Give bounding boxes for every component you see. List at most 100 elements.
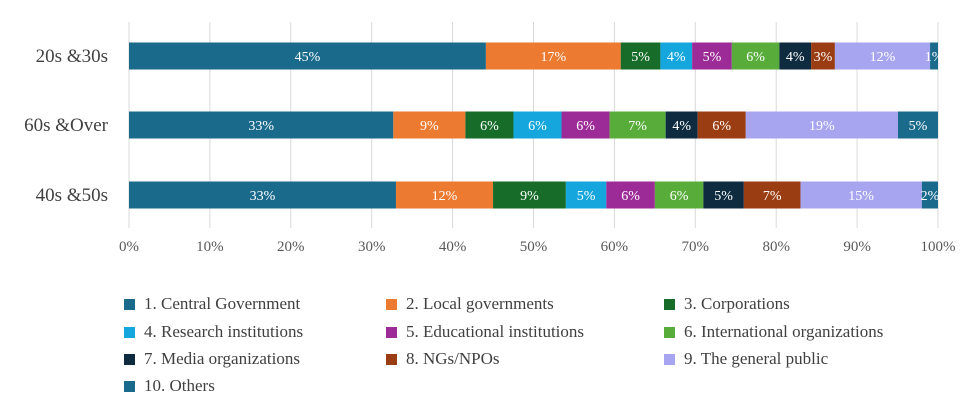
bar-segment — [485, 42, 621, 70]
data-label: 5% — [714, 189, 733, 204]
x-tick-label: 100% — [921, 239, 956, 255]
category-label: 60s &Over — [24, 115, 109, 136]
bar-segment — [897, 111, 938, 139]
bar-segment — [665, 111, 698, 139]
legend-swatch — [124, 298, 135, 310]
x-tick-label: 90% — [843, 239, 871, 255]
bar-segment — [697, 111, 746, 139]
data-label: 15% — [848, 189, 874, 204]
data-label: 4% — [786, 50, 805, 65]
legend-label: 6. International organizations — [684, 322, 884, 341]
category-label: 40s &50s — [36, 185, 108, 206]
bar-segment — [745, 111, 898, 139]
bar-segment — [692, 42, 732, 70]
bar-segment — [513, 111, 562, 139]
bar-segment — [129, 42, 486, 70]
data-label: 3% — [814, 50, 833, 65]
x-tick-label: 10% — [196, 239, 224, 255]
bar-segment — [129, 181, 396, 209]
x-tick-label: 80% — [762, 239, 790, 255]
legend-label: 5. Educational institutions — [406, 322, 585, 341]
legend-item: 5. Educational institutions — [386, 322, 584, 342]
data-label: 9% — [520, 189, 539, 204]
data-label: 5% — [631, 50, 650, 65]
data-label: 17% — [540, 50, 566, 65]
data-label: 45% — [295, 50, 321, 65]
bar-segment — [921, 181, 938, 209]
bar-segment — [743, 181, 801, 209]
bar-segment — [606, 181, 655, 209]
bar-segment — [393, 111, 466, 139]
x-tick-label: 70% — [682, 239, 710, 255]
bar-segment — [930, 42, 938, 70]
data-label: 5% — [909, 119, 928, 134]
data-label: 5% — [577, 189, 596, 204]
data-label: 4% — [672, 119, 691, 134]
legend-swatch — [124, 326, 135, 338]
legend-swatch — [664, 326, 675, 338]
data-label: 9% — [420, 119, 439, 134]
x-tick-label: 40% — [439, 239, 467, 255]
x-tick-label: 30% — [358, 239, 386, 255]
legend-item: 2. Local governments — [386, 294, 554, 314]
data-label: 33% — [250, 189, 276, 204]
legend-label: 8. NGs/NPOs — [406, 349, 500, 368]
category-label: 20s &30s — [36, 46, 108, 67]
legend-item: 10. Others — [124, 376, 215, 396]
legend-item: 1. Central Government — [124, 294, 300, 314]
data-label: 6% — [670, 189, 689, 204]
legend-item: 4. Research institutions — [124, 322, 303, 342]
bar-segment — [731, 42, 780, 70]
data-label: 7% — [628, 119, 647, 134]
bar-segment — [395, 181, 494, 209]
data-label: 6% — [712, 119, 731, 134]
data-label: 6% — [576, 119, 595, 134]
legend-item: 3. Corporations — [664, 294, 790, 314]
bar-segment — [779, 42, 812, 70]
legend-label: 3. Corporations — [684, 294, 790, 313]
data-label: 6% — [480, 119, 499, 134]
bar-segment — [561, 111, 610, 139]
legend-swatch — [386, 353, 397, 365]
data-label: 33% — [248, 119, 274, 134]
data-label: 6% — [621, 189, 640, 204]
legend-swatch — [386, 298, 397, 310]
data-label: 6% — [528, 119, 547, 134]
bar-segment — [834, 42, 931, 70]
legend-item: 6. International organizations — [664, 322, 883, 342]
bar-segment — [811, 42, 835, 70]
bar-segment — [800, 181, 922, 209]
bar-segment — [660, 42, 693, 70]
data-label: 7% — [763, 189, 782, 204]
bar-segment — [129, 111, 394, 139]
data-label: 4% — [667, 50, 686, 65]
legend-swatch — [124, 353, 135, 365]
bar-segment — [654, 181, 704, 209]
legend-swatch — [664, 353, 675, 365]
legend-item: 8. NGs/NPOs — [386, 349, 500, 369]
legend-item: 7. Media organizations — [124, 349, 300, 369]
bar-segment — [609, 111, 666, 139]
legend-label: 7. Media organizations — [144, 349, 300, 368]
data-label: 6% — [746, 50, 765, 65]
legend-item: 9. The general public — [664, 349, 828, 369]
legend-label: 4. Research institutions — [144, 322, 304, 341]
data-label: 1% — [925, 50, 944, 65]
legend-label: 10. Others — [144, 376, 215, 395]
x-tick-label: 60% — [601, 239, 629, 255]
bar-segment — [565, 181, 607, 209]
data-label: 5% — [703, 50, 722, 65]
x-tick-label: 0% — [119, 239, 139, 255]
legend-label: 2. Local governments — [406, 294, 554, 313]
data-label: 12% — [870, 50, 896, 65]
legend-swatch — [124, 380, 135, 392]
legend-swatch — [386, 326, 397, 338]
x-tick-label: 20% — [277, 239, 305, 255]
bar-segment — [465, 111, 514, 139]
legend-swatch — [664, 298, 675, 310]
bar-segment — [493, 181, 566, 209]
bar-segment — [703, 181, 744, 209]
x-tick-label: 50% — [520, 239, 548, 255]
data-label: 12% — [432, 189, 458, 204]
